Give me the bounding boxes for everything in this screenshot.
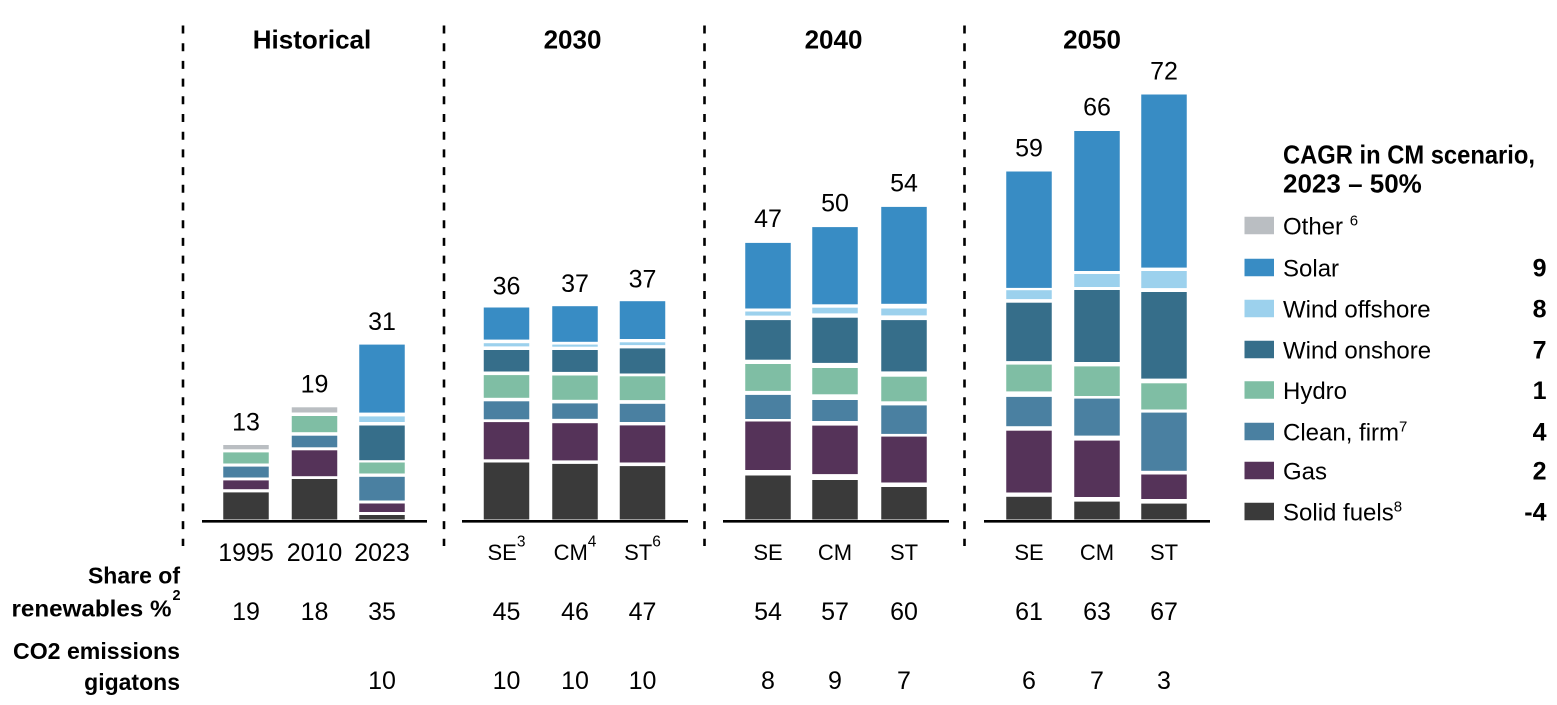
- svg-text:54: 54: [754, 598, 782, 626]
- svg-text:46: 46: [561, 598, 589, 626]
- svg-text:4: 4: [1533, 419, 1547, 447]
- svg-text:2050: 2050: [1063, 25, 1121, 55]
- svg-text:2: 2: [1533, 458, 1547, 486]
- svg-text:8: 8: [1533, 296, 1547, 324]
- svg-text:2: 2: [172, 588, 180, 604]
- svg-text:2023 – 50%: 2023 – 50%: [1283, 169, 1422, 199]
- svg-text:31: 31: [368, 308, 396, 336]
- svg-text:66: 66: [1083, 94, 1111, 122]
- svg-text:19: 19: [301, 371, 329, 399]
- svg-text:54: 54: [890, 170, 918, 198]
- svg-text:10: 10: [561, 667, 589, 695]
- svg-text:renewables %: renewables %: [12, 596, 172, 622]
- svg-text:2010: 2010: [287, 539, 343, 567]
- svg-text:1: 1: [1533, 377, 1547, 405]
- svg-text:Solid fuels8: Solid fuels8: [1283, 499, 1402, 527]
- svg-text:ST: ST: [890, 540, 918, 565]
- svg-text:SE: SE: [753, 540, 782, 565]
- svg-text:47: 47: [754, 205, 782, 233]
- svg-text:Hydro: Hydro: [1283, 378, 1347, 405]
- svg-text:10: 10: [493, 667, 521, 695]
- svg-text:59: 59: [1015, 135, 1043, 163]
- svg-text:47: 47: [629, 598, 657, 626]
- svg-text:Solar: Solar: [1283, 256, 1339, 283]
- svg-text:10: 10: [368, 667, 396, 695]
- svg-text:2040: 2040: [805, 25, 863, 55]
- svg-text:18: 18: [301, 598, 329, 626]
- svg-text:6: 6: [1022, 667, 1036, 695]
- svg-text:67: 67: [1150, 598, 1178, 626]
- svg-text:7: 7: [897, 667, 911, 695]
- svg-text:10: 10: [629, 667, 657, 695]
- svg-text:63: 63: [1083, 598, 1111, 626]
- svg-text:7: 7: [1090, 667, 1104, 695]
- svg-text:2023: 2023: [354, 539, 410, 567]
- svg-text:8: 8: [761, 667, 775, 695]
- svg-text:Wind offshore: Wind offshore: [1283, 297, 1431, 324]
- svg-text:3: 3: [1157, 667, 1171, 695]
- svg-text:Historical: Historical: [253, 25, 372, 55]
- svg-text:7: 7: [1533, 337, 1547, 365]
- svg-text:19: 19: [232, 598, 260, 626]
- svg-text:CAGR in CM scenario,: CAGR in CM scenario,: [1283, 140, 1535, 170]
- svg-text:9: 9: [1533, 255, 1547, 283]
- svg-text:50: 50: [821, 190, 849, 218]
- svg-text:9: 9: [828, 667, 842, 695]
- svg-text:-4: -4: [1524, 499, 1546, 527]
- svg-text:Gas: Gas: [1283, 459, 1327, 486]
- svg-text:57: 57: [821, 598, 849, 626]
- svg-text:ST: ST: [1150, 540, 1178, 565]
- svg-text:Clean, firm7: Clean, firm7: [1283, 419, 1407, 447]
- svg-text:Share of: Share of: [88, 563, 180, 589]
- svg-text:CM: CM: [818, 540, 852, 565]
- svg-text:Wind onshore: Wind onshore: [1283, 338, 1431, 365]
- svg-text:45: 45: [493, 598, 521, 626]
- svg-text:CM: CM: [1080, 540, 1114, 565]
- svg-text:gigatons: gigatons: [84, 669, 180, 695]
- svg-text:13: 13: [232, 409, 260, 437]
- svg-text:37: 37: [561, 270, 589, 298]
- svg-text:35: 35: [368, 598, 396, 626]
- svg-text:Other 6: Other 6: [1283, 213, 1358, 241]
- svg-text:60: 60: [890, 598, 918, 626]
- svg-text:61: 61: [1015, 598, 1043, 626]
- svg-text:72: 72: [1150, 58, 1178, 86]
- svg-text:37: 37: [629, 266, 657, 294]
- svg-text:36: 36: [493, 273, 521, 301]
- svg-text:2030: 2030: [544, 25, 602, 55]
- svg-text:1995: 1995: [218, 539, 274, 567]
- svg-text:SE: SE: [1014, 540, 1043, 565]
- svg-text:CO2 emissions: CO2 emissions: [13, 638, 180, 664]
